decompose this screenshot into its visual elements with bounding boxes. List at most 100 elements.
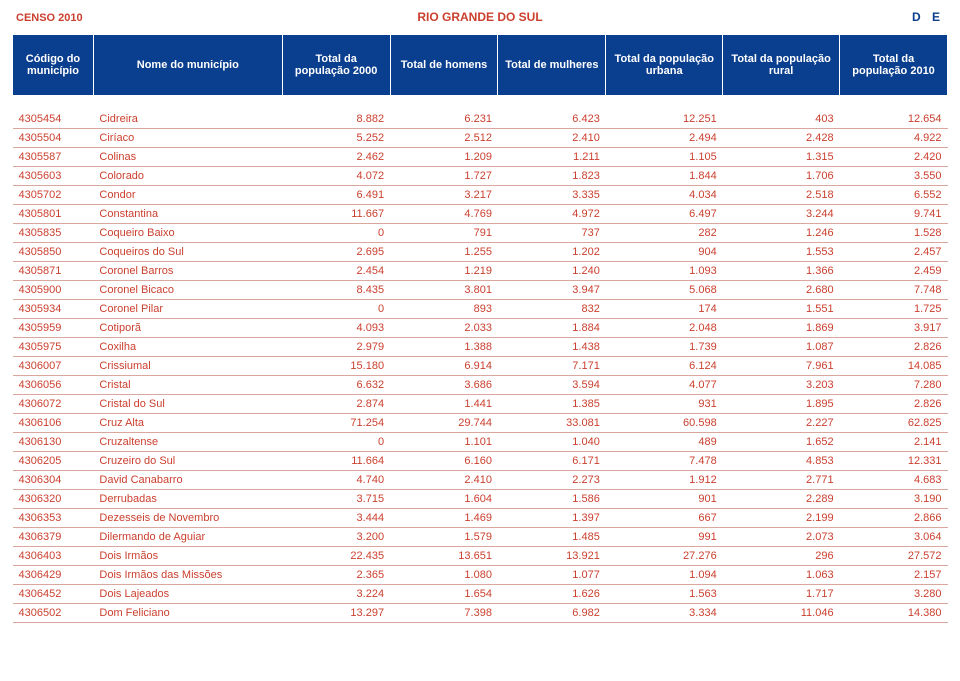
cell-value: 2.227 <box>723 413 840 432</box>
cell-value: 931 <box>606 394 723 413</box>
cell-value: 2.365 <box>282 565 390 584</box>
cell-value: 1.739 <box>606 337 723 356</box>
cell-value: 7.280 <box>840 375 948 394</box>
cell-name: Coronel Bicaco <box>93 280 282 299</box>
cell-value: 2.771 <box>723 470 840 489</box>
cell-name: Dois Irmãos das Missões <box>93 565 282 584</box>
cell-code: 4305850 <box>13 242 94 261</box>
table-row: 4305975Coxilha2.9791.3881.4381.7391.0872… <box>13 337 948 356</box>
cell-value: 2.695 <box>282 242 390 261</box>
cell-name: Derrubadas <box>93 489 282 508</box>
cell-value: 6.491 <box>282 185 390 204</box>
cell-name: David Canabarro <box>93 470 282 489</box>
cell-value: 174 <box>606 299 723 318</box>
cell-code: 4306320 <box>13 489 94 508</box>
cell-name: Dom Feliciano <box>93 603 282 622</box>
table-row: 4306130Cruzaltense01.1011.0404891.6522.1… <box>13 432 948 451</box>
table-row: 4305934Coronel Pilar08938321741.5511.725 <box>13 299 948 318</box>
cell-value: 832 <box>498 299 606 318</box>
cell-value: 3.917 <box>840 318 948 337</box>
cell-code: 4306403 <box>13 546 94 565</box>
cell-value: 11.667 <box>282 204 390 223</box>
cell-value: 1.551 <box>723 299 840 318</box>
cell-value: 1.563 <box>606 584 723 603</box>
cell-value: 2.033 <box>390 318 498 337</box>
cell-value: 0 <box>282 432 390 451</box>
cell-value: 29.744 <box>390 413 498 432</box>
cell-value: 6.632 <box>282 375 390 394</box>
cell-value: 1.586 <box>498 489 606 508</box>
cell-value: 3.594 <box>498 375 606 394</box>
col-header: Total de mulheres <box>498 35 606 96</box>
header-right: D E <box>912 10 944 24</box>
cell-value: 3.224 <box>282 584 390 603</box>
cell-code: 4305801 <box>13 204 94 223</box>
cell-value: 3.200 <box>282 527 390 546</box>
cell-value: 3.244 <box>723 204 840 223</box>
cell-value: 7.748 <box>840 280 948 299</box>
cell-value: 1.485 <box>498 527 606 546</box>
cell-value: 14.380 <box>840 603 948 622</box>
cell-value: 1.654 <box>390 584 498 603</box>
cell-value: 1.209 <box>390 147 498 166</box>
table-row: 4306304David Canabarro4.7402.4102.2731.9… <box>13 470 948 489</box>
cell-value: 6.231 <box>390 110 498 129</box>
table-row: 4305801Constantina11.6674.7694.9726.4973… <box>13 204 948 223</box>
cell-code: 4306072 <box>13 394 94 413</box>
col-header: Total da população 2000 <box>282 35 390 96</box>
cell-value: 7.478 <box>606 451 723 470</box>
cell-code: 4305504 <box>13 128 94 147</box>
cell-code: 4305959 <box>13 318 94 337</box>
cell-value: 4.740 <box>282 470 390 489</box>
cell-name: Cristal <box>93 375 282 394</box>
cell-value: 6.497 <box>606 204 723 223</box>
cell-value: 1.101 <box>390 432 498 451</box>
cell-code: 4306429 <box>13 565 94 584</box>
cell-value: 1.441 <box>390 394 498 413</box>
cell-value: 6.160 <box>390 451 498 470</box>
cell-value: 14.085 <box>840 356 948 375</box>
cell-value: 27.572 <box>840 546 948 565</box>
table-row: 4306429Dois Irmãos das Missões2.3651.080… <box>13 565 948 584</box>
cell-value: 1.366 <box>723 261 840 280</box>
cell-value: 1.869 <box>723 318 840 337</box>
cell-value: 1.202 <box>498 242 606 261</box>
cell-value: 403 <box>723 110 840 129</box>
cell-name: Ciríaco <box>93 128 282 147</box>
col-header: Código do município <box>13 35 94 96</box>
cell-value: 2.141 <box>840 432 948 451</box>
cell-name: Condor <box>93 185 282 204</box>
cell-value: 7.961 <box>723 356 840 375</box>
table-row: 4305587Colinas2.4621.2091.2111.1051.3152… <box>13 147 948 166</box>
col-header: Total da população 2010 <box>840 35 948 96</box>
cell-value: 2.410 <box>390 470 498 489</box>
cell-code: 4306007 <box>13 356 94 375</box>
cell-value: 3.801 <box>390 280 498 299</box>
cell-name: Coxilha <box>93 337 282 356</box>
cell-name: Colinas <box>93 147 282 166</box>
table-row: 4306379Dilermando de Aguiar3.2001.5791.4… <box>13 527 948 546</box>
header-left: CENSO 2010 <box>16 12 83 24</box>
cell-value: 4.072 <box>282 166 390 185</box>
cell-code: 4305900 <box>13 280 94 299</box>
cell-name: Cotiporã <box>93 318 282 337</box>
cell-name: Cruzeiro do Sul <box>93 451 282 470</box>
cell-name: Dois Lajeados <box>93 584 282 603</box>
cell-value: 1.087 <box>723 337 840 356</box>
census-table: Código do município Nome do município To… <box>12 34 948 623</box>
cell-name: Colorado <box>93 166 282 185</box>
cell-value: 2.428 <box>723 128 840 147</box>
cell-value: 2.826 <box>840 394 948 413</box>
cell-code: 4305702 <box>13 185 94 204</box>
cell-name: Coqueiros do Sul <box>93 242 282 261</box>
cell-code: 4306130 <box>13 432 94 451</box>
cell-value: 2.979 <box>282 337 390 356</box>
cell-name: Coronel Barros <box>93 261 282 280</box>
table-row: 4306353Dezesseis de Novembro3.4441.4691.… <box>13 508 948 527</box>
table-row: 4306320Derrubadas3.7151.6041.5869012.289… <box>13 489 948 508</box>
cell-value: 2.289 <box>723 489 840 508</box>
cell-value: 15.180 <box>282 356 390 375</box>
cell-value: 2.410 <box>498 128 606 147</box>
cell-value: 4.683 <box>840 470 948 489</box>
table-row: 4305900Coronel Bicaco8.4353.8013.9475.06… <box>13 280 948 299</box>
